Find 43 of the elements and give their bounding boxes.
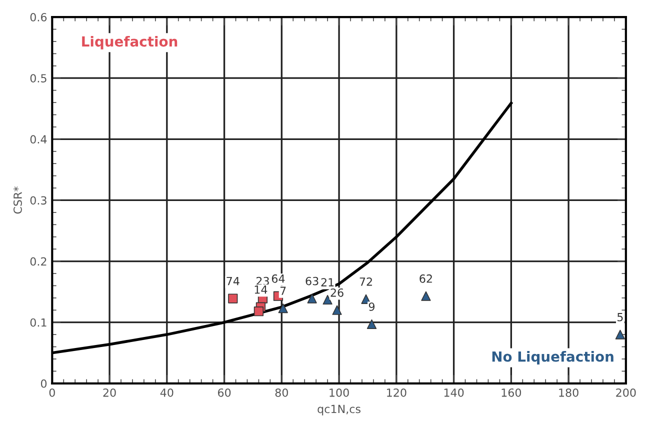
annotation: 7 <box>280 286 286 295</box>
annotation: 21 <box>321 278 334 286</box>
x-tick-label: 160 <box>502 388 522 397</box>
y-tick-label: 0.5 <box>30 74 46 82</box>
annotation: 62 <box>420 274 432 283</box>
point <box>278 303 288 314</box>
point <box>228 294 238 304</box>
x-axis-title: qc1N,cs <box>318 404 360 416</box>
x-tick-label: 100 <box>330 388 349 397</box>
y-tick-label: 0 <box>40 379 47 388</box>
point <box>322 294 332 305</box>
point <box>615 330 625 340</box>
y-axis-title: CSR* <box>14 186 22 214</box>
y-tick-label: 0.6 <box>30 13 47 22</box>
point <box>366 319 377 329</box>
x-tick-label: 80 <box>275 388 288 397</box>
annotation: 63 <box>306 276 318 286</box>
x-tick-label: 60 <box>218 388 231 397</box>
annotation: 9 <box>368 302 374 311</box>
y-tick-label: 0.2 <box>30 257 46 266</box>
x-tick-label: 180 <box>559 388 578 397</box>
y-tick-label: 0.1 <box>30 318 46 327</box>
x-tick-label: 20 <box>103 388 116 397</box>
point <box>421 291 431 301</box>
x-tick-label: 140 <box>444 388 464 397</box>
point <box>307 294 317 304</box>
point <box>254 306 264 316</box>
annotation: 14 <box>254 286 268 294</box>
y-tick-label: 0.4 <box>30 135 47 144</box>
annotation: 26 <box>330 288 344 297</box>
point <box>332 305 342 315</box>
x-tick-label: 120 <box>387 388 406 397</box>
y-tick-label: 0.3 <box>30 196 46 205</box>
x-tick-label: 0 <box>49 388 55 397</box>
annotation: 64 <box>272 274 285 283</box>
annotation: 72 <box>360 277 372 286</box>
annotation: No Liquefaction <box>492 351 614 364</box>
annotation: 74 <box>226 277 240 286</box>
x-tick-label: 200 <box>616 388 636 397</box>
annotation: Liquefaction <box>82 36 178 50</box>
annotation: 5 <box>618 313 623 322</box>
annotation: 23 <box>256 276 269 286</box>
x-tick-label: 40 <box>160 388 174 397</box>
